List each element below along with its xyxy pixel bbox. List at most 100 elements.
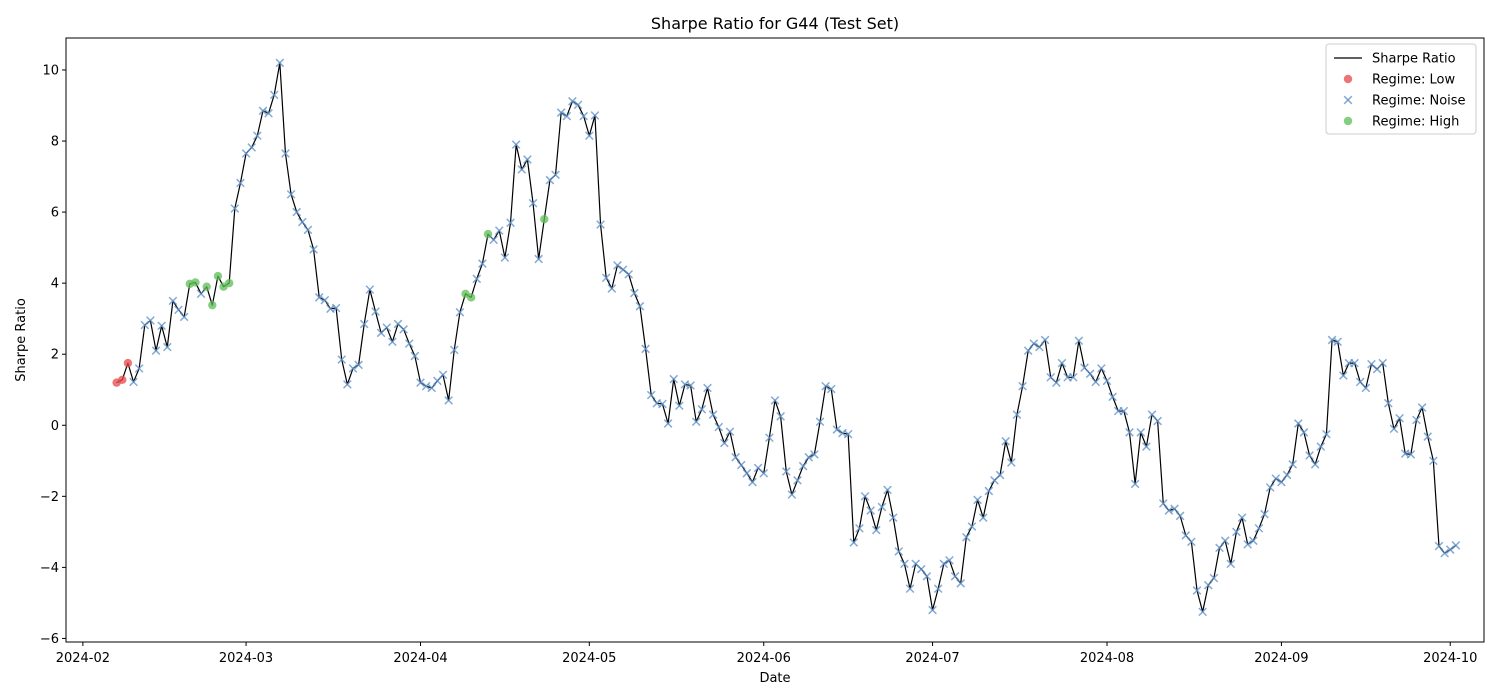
data-point-noise xyxy=(584,131,594,141)
marker-stroke xyxy=(331,303,341,313)
data-point-noise xyxy=(1097,364,1106,373)
data-point-noise xyxy=(162,342,172,352)
marker-stroke xyxy=(950,571,960,581)
marker-stroke xyxy=(888,513,898,522)
marker-stroke xyxy=(731,452,740,462)
marker-stroke xyxy=(1029,339,1039,348)
marker-stroke xyxy=(1232,527,1241,537)
data-point-noise xyxy=(956,579,966,588)
marker-stroke xyxy=(905,584,915,594)
data-point-noise xyxy=(343,380,352,389)
marker-stroke xyxy=(725,427,735,436)
data-point-noise xyxy=(517,165,527,174)
data-point-noise xyxy=(1226,559,1236,569)
marker-stroke xyxy=(1260,509,1269,519)
marker-stroke xyxy=(1085,369,1095,379)
marker-stroke xyxy=(281,149,290,158)
marker-stroke xyxy=(787,490,797,499)
marker-stroke xyxy=(1074,336,1084,346)
data-point-noise xyxy=(404,339,414,348)
data-point-noise xyxy=(281,149,290,158)
data-point-noise xyxy=(725,427,735,436)
marker-stroke xyxy=(742,468,752,478)
data-point-noise xyxy=(860,491,870,501)
data-point-noise xyxy=(1175,511,1185,521)
data-point-noise xyxy=(348,364,358,373)
marker-stroke xyxy=(348,364,358,373)
data-point-noise xyxy=(607,284,617,293)
x-axis: 2024-02 2024-03 2024-04 2024-05 2024-06 2024-… xyxy=(56,642,1477,666)
marker-stroke xyxy=(264,108,273,118)
marker-stroke xyxy=(607,284,617,293)
data-point-noise xyxy=(320,295,330,305)
marker-stroke xyxy=(298,217,307,227)
data-point-noise xyxy=(826,384,836,394)
data-point-noise xyxy=(500,253,510,262)
legend: Sharpe Ratio Regime: Low Regime: Noise Regi… xyxy=(1325,43,1477,135)
data-point-noise xyxy=(1142,442,1151,451)
marker-stroke xyxy=(365,285,375,294)
marker-stroke xyxy=(1440,548,1449,558)
data-point-noise xyxy=(984,486,994,496)
data-point-noise xyxy=(1237,513,1247,522)
data-point-noise xyxy=(1164,506,1174,515)
marker-stroke xyxy=(382,323,392,332)
marker-stroke xyxy=(922,571,932,581)
data-point-noise xyxy=(1085,369,1095,379)
data-point-noise xyxy=(1130,479,1140,489)
data-point-noise xyxy=(275,58,285,68)
plot-area-frame xyxy=(65,37,1485,643)
y-tick-label: −4 xyxy=(40,561,59,576)
marker-stroke xyxy=(275,58,285,68)
marker-stroke xyxy=(1451,541,1461,550)
data-point-noise xyxy=(1384,398,1393,408)
data-point-noise xyxy=(821,381,830,391)
marker-stroke xyxy=(613,261,622,270)
data-point-noise xyxy=(1102,376,1112,386)
x-tick-label: 2024-09 xyxy=(1254,651,1308,666)
marker-stroke xyxy=(146,316,155,325)
marker-stroke xyxy=(1361,383,1371,393)
marker-stroke xyxy=(894,547,904,556)
marker-stroke xyxy=(1288,460,1298,469)
data-point-noise xyxy=(810,450,819,459)
marker-stroke xyxy=(1147,410,1157,419)
marker-stroke xyxy=(590,111,600,120)
data-point-noise xyxy=(1288,460,1298,469)
marker-stroke xyxy=(551,170,560,180)
data-point-noise xyxy=(793,476,802,485)
data-point-noise xyxy=(1001,436,1011,446)
data-point-noise xyxy=(686,381,695,390)
marker-stroke xyxy=(629,288,639,298)
marker-stroke xyxy=(1322,429,1331,439)
data-point-noise xyxy=(1057,358,1067,368)
marker-stroke xyxy=(1333,337,1343,347)
data-point-high xyxy=(208,300,217,310)
data-point-noise xyxy=(922,571,932,581)
data-point-noise xyxy=(883,485,892,495)
marker-stroke xyxy=(309,245,318,254)
data-point-noise xyxy=(1434,541,1444,551)
marker-stroke xyxy=(675,401,684,411)
data-point-noise xyxy=(900,559,909,569)
data-point-noise xyxy=(928,605,937,615)
data-point-noise xyxy=(179,312,189,322)
data-point-noise xyxy=(382,323,392,332)
data-point-noise xyxy=(359,319,369,329)
marker-stroke xyxy=(821,381,830,391)
marker-stroke xyxy=(179,312,189,322)
marker-stroke xyxy=(416,378,425,387)
legend-label: Regime: High xyxy=(1372,115,1459,130)
marker-stroke xyxy=(343,380,352,389)
marker-stroke xyxy=(1046,372,1056,382)
marker-stroke xyxy=(984,486,994,496)
marker-stroke xyxy=(1343,95,1353,105)
data-point-noise xyxy=(1333,337,1343,347)
data-point-noise xyxy=(444,396,453,405)
marker-stroke xyxy=(517,165,527,174)
marker-stroke xyxy=(314,293,324,302)
marker-stroke xyxy=(956,579,966,588)
marker-stroke xyxy=(1153,416,1162,426)
marker-stroke xyxy=(1434,541,1444,551)
